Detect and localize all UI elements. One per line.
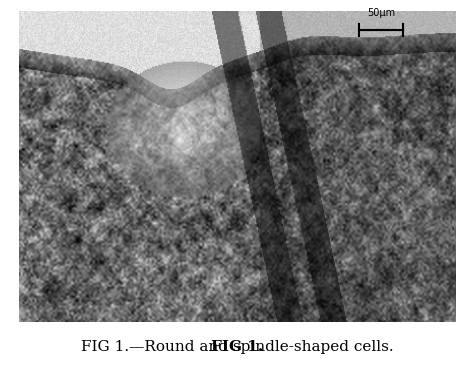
Text: FIG 1.—Round and spindle-shaped cells.: FIG 1.—Round and spindle-shaped cells. (81, 340, 393, 354)
Text: FIG 1.: FIG 1. (211, 340, 263, 354)
Text: 50μm: 50μm (367, 8, 395, 17)
